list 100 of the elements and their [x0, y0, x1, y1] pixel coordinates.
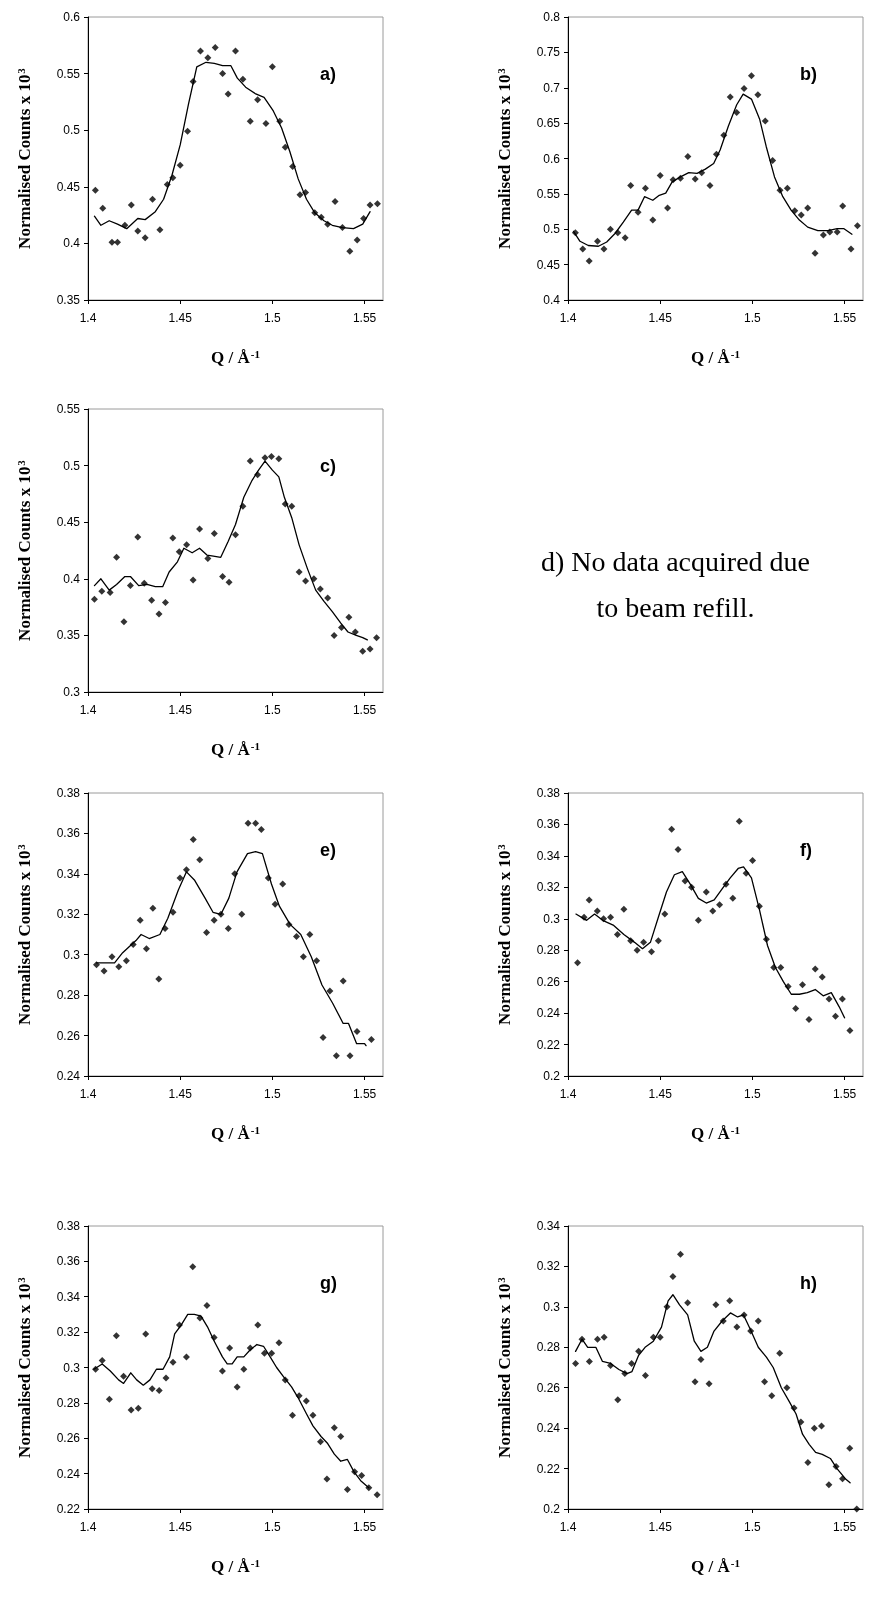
point	[262, 119, 270, 127]
point	[142, 945, 150, 953]
point	[122, 957, 130, 965]
x-tick-label: 1.55	[352, 1520, 377, 1534]
point	[373, 634, 381, 642]
point	[668, 825, 676, 833]
point	[127, 201, 135, 209]
point	[288, 1411, 296, 1419]
x-tick-label: 1.55	[352, 1087, 377, 1101]
y-tick-label: 0.22	[536, 1037, 561, 1052]
y-tick-label: 0.38	[536, 786, 561, 800]
point	[196, 47, 204, 55]
y-axis-title: Normalised Counts x 103	[14, 459, 34, 641]
point	[606, 225, 614, 233]
y-tick-label: 0.26	[536, 974, 561, 989]
point	[818, 1422, 826, 1430]
point	[633, 946, 641, 954]
point	[134, 1404, 142, 1412]
point	[254, 96, 262, 104]
x-tick-label: 1.45	[168, 703, 193, 717]
x-tick-label: 1.45	[648, 1520, 673, 1534]
y-tick-label: 0.75	[536, 45, 561, 60]
point	[585, 896, 593, 904]
point	[309, 1411, 317, 1419]
point	[797, 211, 805, 219]
point	[847, 245, 855, 253]
point	[641, 184, 649, 192]
y-tick-label: 0.55	[56, 66, 81, 81]
line-series	[574, 1294, 851, 1484]
x-tick-label: 1.5	[264, 703, 282, 717]
point	[709, 907, 717, 915]
point	[705, 1380, 713, 1388]
y-tick-label: 0.35	[56, 293, 81, 307]
point	[203, 1302, 211, 1310]
point	[169, 1358, 177, 1366]
point	[733, 109, 741, 117]
point	[593, 907, 601, 915]
point	[112, 1332, 120, 1340]
point	[319, 1034, 327, 1042]
point	[846, 1444, 854, 1452]
point	[254, 1321, 262, 1329]
y-tick-label: 0.65	[536, 116, 561, 131]
y-tick-label: 0.5	[63, 123, 81, 138]
point	[825, 995, 833, 1003]
x-tick-label: 1.45	[648, 311, 673, 325]
y-tick-label: 0.55	[56, 402, 81, 416]
y-tick-label: 0.45	[536, 257, 561, 272]
point	[232, 47, 239, 55]
x-tick-label: 1.4	[559, 311, 577, 325]
point	[574, 959, 582, 967]
point	[716, 901, 724, 909]
point	[90, 595, 98, 603]
point	[275, 1339, 283, 1347]
y-tick-label: 0.32	[56, 907, 81, 922]
point	[326, 987, 334, 995]
point	[196, 525, 204, 533]
point	[853, 1505, 861, 1513]
point	[706, 181, 714, 189]
y-tick-label: 0.38	[56, 1219, 81, 1233]
point	[204, 54, 212, 62]
point	[113, 553, 121, 561]
y-tick-label: 0.26	[536, 1380, 561, 1395]
point	[621, 234, 629, 242]
point	[761, 117, 769, 125]
y-tick-label: 0.6	[63, 10, 81, 24]
x-tick-label: 1.4	[79, 1087, 97, 1101]
point	[91, 186, 99, 194]
y-tick-label: 0.24	[56, 1069, 81, 1083]
point	[853, 222, 861, 230]
point	[359, 647, 367, 655]
x-tick-label: 1.55	[832, 1520, 857, 1534]
point	[600, 245, 608, 253]
point	[246, 117, 254, 125]
point	[219, 573, 227, 581]
point	[331, 198, 339, 206]
point	[754, 91, 762, 99]
point	[600, 1333, 608, 1341]
point	[805, 1015, 813, 1023]
point	[332, 1052, 340, 1060]
point	[366, 201, 374, 209]
y-tick-label: 0.32	[56, 1325, 81, 1340]
y-tick-label: 0.4	[63, 236, 81, 251]
point	[232, 531, 239, 539]
point	[337, 1432, 345, 1440]
x-tick-label: 1.4	[559, 1087, 577, 1101]
x-tick-label: 1.5	[744, 311, 762, 325]
x-tick-label: 1.5	[744, 1087, 762, 1101]
point	[196, 856, 204, 864]
point	[654, 937, 662, 945]
y-tick-label: 0.36	[56, 1254, 81, 1269]
point	[279, 880, 287, 888]
annotation: a)	[320, 64, 337, 84]
y-axis-title: Normalised Counts x 103	[494, 843, 514, 1025]
y-tick-label: 0.34	[536, 848, 561, 863]
y-tick-label: 0.28	[56, 1395, 81, 1410]
x-tick-label: 1.5	[264, 1520, 282, 1534]
point	[656, 171, 664, 179]
point	[115, 963, 123, 971]
point	[268, 63, 276, 71]
point	[184, 127, 192, 135]
